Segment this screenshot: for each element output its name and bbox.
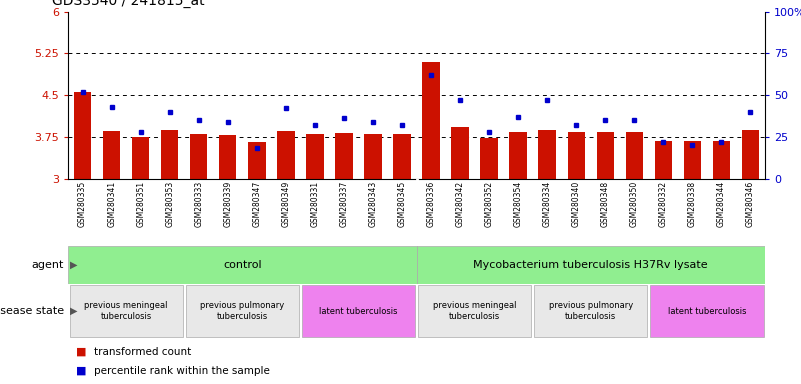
Text: GSM280345: GSM280345 — [397, 180, 406, 227]
Text: GSM280351: GSM280351 — [136, 180, 145, 227]
Text: GSM280349: GSM280349 — [281, 180, 290, 227]
Text: agent: agent — [32, 260, 64, 270]
Bar — [654, 141, 672, 179]
Text: disease state: disease state — [0, 306, 64, 316]
Bar — [70, 285, 183, 337]
Bar — [306, 134, 324, 179]
Bar — [418, 285, 531, 337]
Bar — [190, 134, 207, 179]
Text: control: control — [223, 260, 262, 270]
Text: ■: ■ — [76, 347, 87, 357]
Bar — [597, 132, 614, 179]
Text: GSM280341: GSM280341 — [107, 180, 116, 227]
Text: Mycobacterium tuberculosis H37Rv lysate: Mycobacterium tuberculosis H37Rv lysate — [473, 260, 708, 270]
Bar — [68, 246, 417, 284]
Bar — [567, 132, 585, 179]
Text: GSM280352: GSM280352 — [485, 180, 493, 227]
Text: ■: ■ — [76, 366, 87, 376]
Text: previous meningeal
tuberculosis: previous meningeal tuberculosis — [433, 301, 517, 321]
Text: GSM280343: GSM280343 — [368, 180, 377, 227]
Bar — [422, 62, 440, 179]
Text: GSM280342: GSM280342 — [456, 180, 465, 227]
Bar — [626, 132, 643, 179]
Text: ▶: ▶ — [70, 306, 77, 316]
Text: GSM280333: GSM280333 — [195, 180, 203, 227]
Bar — [481, 139, 497, 179]
Bar — [74, 92, 91, 179]
Text: latent tuberculosis: latent tuberculosis — [667, 306, 747, 316]
Text: GSM280344: GSM280344 — [717, 180, 726, 227]
Text: GSM280354: GSM280354 — [513, 180, 522, 227]
Text: transformed count: transformed count — [94, 347, 191, 357]
Bar — [713, 141, 731, 179]
Bar — [534, 285, 647, 337]
Text: GSM280340: GSM280340 — [572, 180, 581, 227]
Text: GSM280347: GSM280347 — [252, 180, 261, 227]
Text: GSM280338: GSM280338 — [688, 180, 697, 227]
Bar — [219, 135, 236, 179]
Bar — [742, 129, 759, 179]
Text: GSM280332: GSM280332 — [659, 180, 668, 227]
Text: previous meningeal
tuberculosis: previous meningeal tuberculosis — [84, 301, 168, 321]
Bar — [393, 134, 411, 179]
Bar — [509, 132, 527, 179]
Text: GSM280331: GSM280331 — [311, 180, 320, 227]
Text: latent tuberculosis: latent tuberculosis — [319, 306, 398, 316]
Bar — [451, 127, 469, 179]
Text: GSM280348: GSM280348 — [601, 180, 610, 227]
Text: GSM280346: GSM280346 — [746, 180, 755, 227]
Text: GSM280353: GSM280353 — [165, 180, 174, 227]
Bar — [302, 285, 415, 337]
Bar — [417, 246, 765, 284]
Text: GDS3540 / 241815_at: GDS3540 / 241815_at — [52, 0, 205, 8]
Bar — [335, 133, 352, 179]
Bar — [538, 130, 556, 179]
Bar — [248, 142, 266, 179]
Text: percentile rank within the sample: percentile rank within the sample — [94, 366, 270, 376]
Text: GSM280350: GSM280350 — [630, 180, 638, 227]
Text: GSM280336: GSM280336 — [427, 180, 436, 227]
Text: previous pulmonary
tuberculosis: previous pulmonary tuberculosis — [549, 301, 633, 321]
Text: ▶: ▶ — [70, 260, 77, 270]
Bar — [683, 141, 701, 179]
Bar — [650, 285, 763, 337]
Bar — [132, 137, 149, 179]
Bar — [161, 130, 179, 179]
Text: GSM280334: GSM280334 — [543, 180, 552, 227]
Text: GSM280339: GSM280339 — [223, 180, 232, 227]
Bar — [364, 134, 381, 179]
Bar — [277, 131, 295, 179]
Text: GSM280335: GSM280335 — [78, 180, 87, 227]
Text: previous pulmonary
tuberculosis: previous pulmonary tuberculosis — [200, 301, 284, 321]
Bar — [186, 285, 299, 337]
Text: GSM280337: GSM280337 — [340, 180, 348, 227]
Bar — [103, 131, 120, 179]
